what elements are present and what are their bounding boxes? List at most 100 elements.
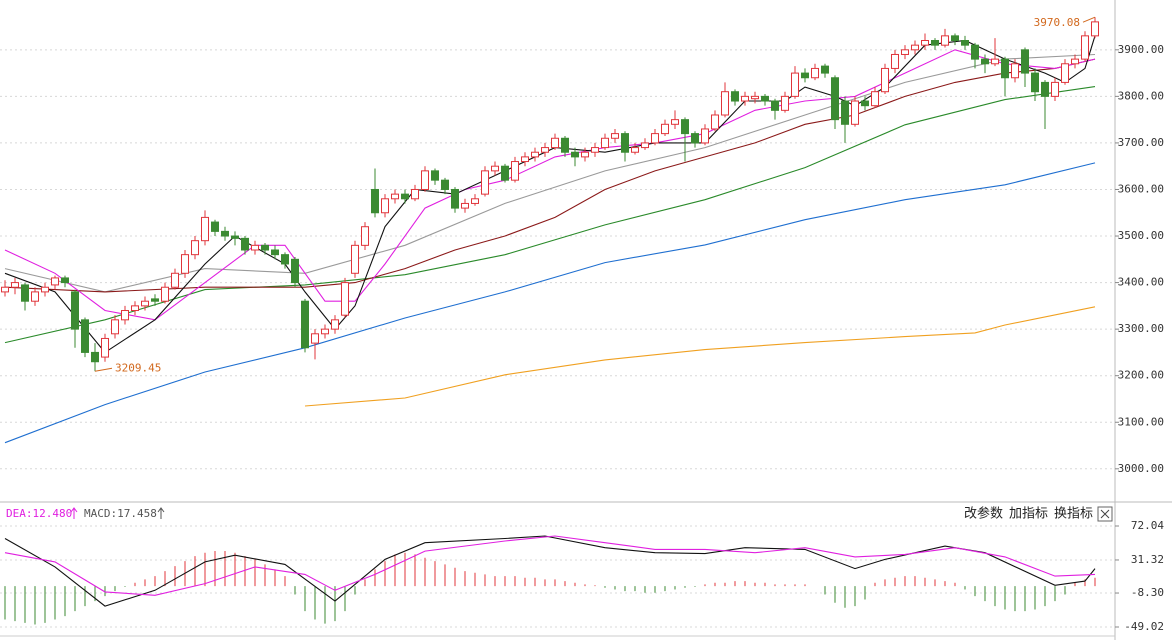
candle-body <box>1091 21 1099 37</box>
y-tick-label: 3900.00 <box>1118 43 1164 56</box>
y-tick-label: 3200.00 <box>1118 369 1164 382</box>
candle-body <box>251 244 259 251</box>
candle-body <box>81 319 89 353</box>
candle-body <box>221 230 229 237</box>
candle-body <box>111 319 119 335</box>
low-arrow <box>94 367 113 372</box>
candle-body <box>11 282 19 288</box>
candle-body <box>381 198 389 214</box>
candle-body <box>921 40 929 46</box>
candle-body <box>481 170 489 195</box>
button[interactable]: 换指标 <box>1054 507 1093 522</box>
candle-body <box>401 193 409 200</box>
candle-body <box>1081 35 1089 60</box>
candle-body <box>901 49 909 55</box>
candle-body <box>571 151 579 158</box>
up-arrow-icon <box>70 507 78 519</box>
y-tick-label: 3800.00 <box>1118 89 1164 102</box>
candle-body <box>271 249 279 256</box>
close-button[interactable] <box>1097 506 1113 522</box>
candle-body <box>281 254 289 265</box>
up-arrow-icon <box>157 507 165 519</box>
candle-body <box>191 240 199 256</box>
candle-body <box>831 77 839 121</box>
candle-body <box>591 147 599 153</box>
candle-body <box>491 165 499 172</box>
candle-body <box>701 128 709 144</box>
candle-body <box>931 40 939 46</box>
y-tick-label: 3000.00 <box>1118 462 1164 475</box>
plot-layer: 3000.00 3100.00 3200.00 3300.00 3400.00 3500.… <box>0 16 1164 633</box>
candle-body <box>311 333 319 344</box>
indicator-line <box>4 535 1096 596</box>
candle-body <box>71 291 79 330</box>
candle-body <box>351 244 359 274</box>
candle-body <box>691 133 699 144</box>
dea-value: DEA:12.480 <box>6 507 72 520</box>
low-label: 3209.45 <box>115 361 161 374</box>
candle-body <box>451 188 459 209</box>
candle-body <box>511 161 519 181</box>
candle-body <box>531 151 539 158</box>
candle-body <box>681 119 689 135</box>
candle-body <box>121 310 129 321</box>
y-tick-label: 3700.00 <box>1118 136 1164 149</box>
candle-body <box>411 188 419 200</box>
candle-body <box>781 95 789 111</box>
candle-body <box>51 277 59 286</box>
y-tick-label: 3400.00 <box>1118 276 1164 289</box>
candle-body <box>31 291 39 302</box>
candle-body <box>241 237 249 251</box>
y-tick-label: 72.04 <box>1131 519 1164 532</box>
candle-body <box>541 147 549 153</box>
candle-body <box>331 319 339 330</box>
candle-body <box>101 337 109 358</box>
candle-body <box>371 188 379 214</box>
candle-body <box>1061 63 1069 83</box>
button[interactable]: 加指标 <box>1009 507 1048 522</box>
y-tick-label: 31.32 <box>1131 553 1164 566</box>
macd-value: MACD:17.458 <box>84 507 157 520</box>
candle-body <box>61 277 69 284</box>
candle-body <box>671 119 679 125</box>
candle-body <box>461 202 469 209</box>
candle-body <box>841 100 849 125</box>
candle-body <box>951 35 959 42</box>
indicator-line <box>304 306 1096 407</box>
candle-body <box>561 137 569 153</box>
candle-body <box>1 286 9 293</box>
y-tick-label: -49.02 <box>1124 620 1164 633</box>
candle-body <box>711 114 719 130</box>
candle-body <box>991 58 999 65</box>
candle-body <box>1001 58 1009 79</box>
y-tick-label: 3600.00 <box>1118 182 1164 195</box>
candle-body <box>811 67 819 79</box>
candle-body <box>961 40 969 46</box>
candle-body <box>1041 81 1049 97</box>
candle-body <box>771 100 779 111</box>
indicator-line <box>4 58 1096 293</box>
candle-body <box>181 254 189 274</box>
candle-body <box>291 258 299 284</box>
candle-body <box>971 44 979 60</box>
candle-body <box>941 35 949 46</box>
button[interactable]: 改参数 <box>964 506 1003 522</box>
candle-body <box>521 156 529 163</box>
candle-body <box>91 351 99 363</box>
candle-body <box>171 272 179 288</box>
candle-body <box>601 137 609 149</box>
candle-body <box>791 72 799 97</box>
candle-body <box>21 284 29 302</box>
candle-body <box>161 286 169 302</box>
candle-body <box>1011 63 1019 79</box>
candle-body <box>341 282 349 316</box>
y-tick-label: 3300.00 <box>1118 322 1164 335</box>
candle-body <box>211 221 219 232</box>
y-tick-label: 3100.00 <box>1118 415 1164 428</box>
candle-body <box>661 123 669 135</box>
candle-body <box>421 170 429 190</box>
candle-body <box>611 133 619 139</box>
candle-body <box>721 91 729 116</box>
candle-body <box>871 91 879 107</box>
